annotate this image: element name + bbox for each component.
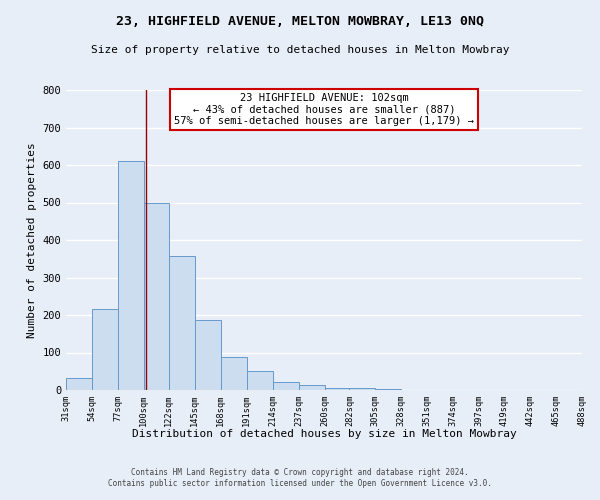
Bar bbox=[144, 202, 169, 390]
Bar bbox=[169, 256, 195, 390]
Bar bbox=[66, 378, 92, 390]
Bar bbox=[272, 382, 299, 390]
Y-axis label: Number of detached properties: Number of detached properties bbox=[27, 142, 37, 338]
Bar bbox=[221, 358, 247, 390]
Text: Size of property relative to detached houses in Melton Mowbray: Size of property relative to detached ho… bbox=[91, 45, 509, 55]
Bar bbox=[325, 388, 349, 390]
X-axis label: Distribution of detached houses by size in Melton Mowbray: Distribution of detached houses by size … bbox=[131, 429, 517, 439]
Bar bbox=[195, 320, 221, 390]
Bar bbox=[118, 161, 144, 390]
Text: 23 HIGHFIELD AVENUE: 102sqm
← 43% of detached houses are smaller (887)
57% of se: 23 HIGHFIELD AVENUE: 102sqm ← 43% of det… bbox=[174, 93, 474, 126]
Bar bbox=[376, 389, 401, 390]
Text: 23, HIGHFIELD AVENUE, MELTON MOWBRAY, LE13 0NQ: 23, HIGHFIELD AVENUE, MELTON MOWBRAY, LE… bbox=[116, 15, 484, 28]
Text: Contains HM Land Registry data © Crown copyright and database right 2024.
Contai: Contains HM Land Registry data © Crown c… bbox=[108, 468, 492, 487]
Bar bbox=[92, 308, 118, 390]
Bar bbox=[349, 388, 376, 390]
Bar bbox=[299, 385, 325, 390]
Bar bbox=[247, 371, 272, 390]
